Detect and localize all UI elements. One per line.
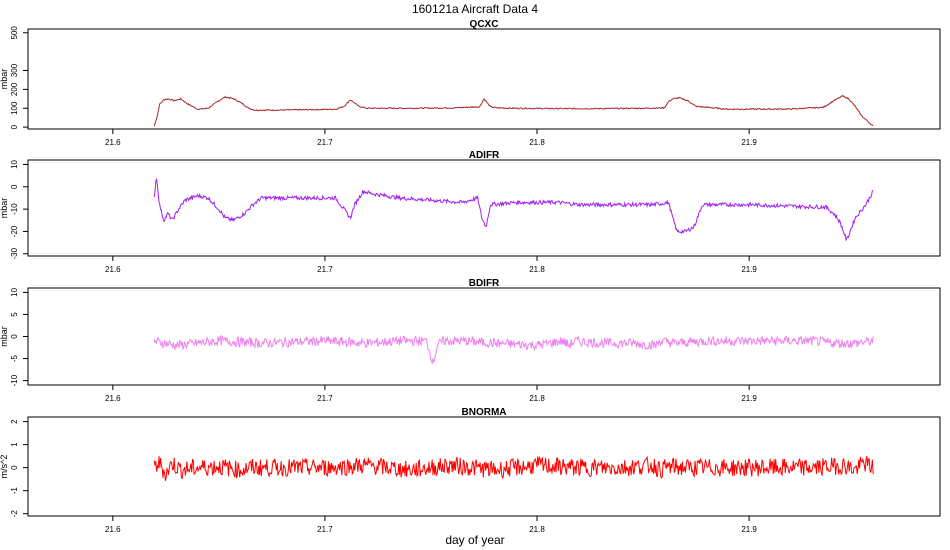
y-tick-label: 2 [10,419,19,424]
y-tick-label: 0 [10,124,19,129]
x-tick-label: 21.8 [529,138,545,147]
plot-frame [27,159,941,257]
y-tick-label: -1 [10,487,19,495]
x-tick-label: 21.9 [741,265,757,274]
y-tick-label: -20 [10,225,19,237]
y-tick-label: 10 [10,287,19,296]
x-tick-label: 21.8 [529,265,545,274]
y-tick-label: 500 [10,26,19,40]
x-tick-label: 21.8 [529,394,545,403]
x-tick-label: 21.7 [317,265,333,274]
y-tick-label: -10 [10,203,19,215]
y-axis-label: mbar [0,198,9,219]
y-tick-label: -5 [10,354,19,362]
y-tick-label: 1 [10,442,19,447]
y-tick-label: 200 [10,82,19,96]
y-tick-label: -2 [10,510,19,518]
panel-title: BDIFR [469,278,500,289]
panel-qcxc: QCXC 0 100 200 300 500 mbar 21.6 21.7 21.8 21.9 [0,19,941,147]
panel-bnorma: BNORMA -2 -1 0 1 2 m/s^2 21.6 21.7 21.8 21.9 [0,407,941,534]
y-tick-label: -30 [10,247,19,259]
figure-title: 160121a Aircraft Data 4 [412,2,538,16]
y-tick-label: 300 [10,63,19,77]
y-tick-label: 5 [10,312,19,317]
x-tick-label: 21.9 [741,138,757,147]
panel-title: ADIFR [469,150,500,161]
x-tick-label: 21.7 [317,138,333,147]
x-tick-label: 21.8 [529,525,545,534]
y-tick-label: 0 [10,334,19,339]
x-tick-label: 21.6 [105,525,121,534]
y-tick-label: 100 [10,101,19,115]
panel-title: QCXC [470,19,499,30]
x-tick-label: 21.6 [105,138,121,147]
y-axis-label: mbar [0,326,9,347]
y-tick-label: 10 [10,159,19,168]
series-line [153,455,874,481]
x-axis-label: day of year [445,533,504,547]
plot-frame [27,28,941,130]
y-tick-label: -10 [10,374,19,386]
series-line [153,177,874,242]
plot-frame [27,416,941,517]
series-line [153,94,874,127]
x-tick-label: 21.9 [741,394,757,403]
panel-bdifr: BDIFR -10 -5 0 5 10 mbar 21.6 21.7 21.8 21.9 [0,278,941,403]
x-tick-label: 21.6 [105,265,121,274]
x-tick-label: 21.7 [317,525,333,534]
x-tick-label: 21.9 [741,525,757,534]
panel-title: BNORMA [462,407,507,418]
y-tick-label: 0 [10,465,19,470]
series-line [153,334,874,364]
y-axis-label: mbar [0,69,9,90]
panel-adifr: ADIFR -30 -20 -10 0 10 mbar 21.6 21.7 21.8 21.9 [0,150,941,274]
x-tick-label: 21.7 [317,394,333,403]
y-axis-label: m/s^2 [0,455,9,479]
y-tick-label: 0 [10,184,19,189]
x-tick-label: 21.6 [105,394,121,403]
